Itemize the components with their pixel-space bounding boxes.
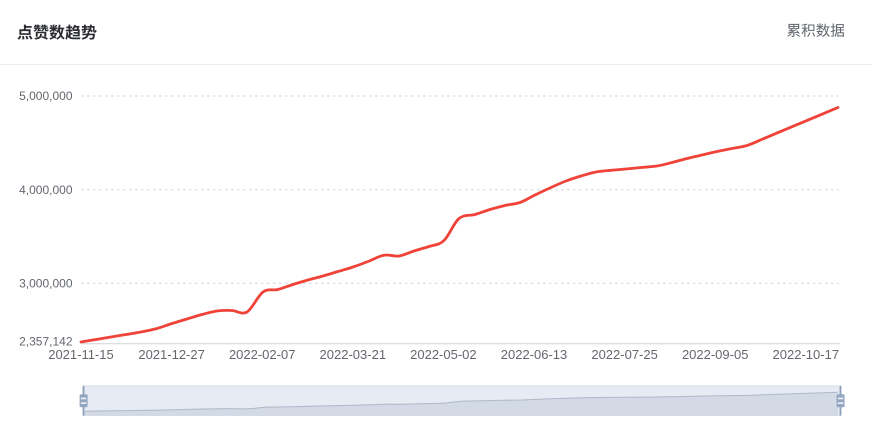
- svg-text:3,000,000: 3,000,000: [19, 277, 73, 291]
- svg-text:2022-10-17: 2022-10-17: [773, 347, 840, 362]
- svg-text:2022-03-21: 2022-03-21: [320, 347, 387, 362]
- svg-text:4,000,000: 4,000,000: [19, 183, 73, 197]
- svg-text:2022-02-07: 2022-02-07: [229, 347, 296, 362]
- svg-text:5,000,000: 5,000,000: [19, 89, 73, 103]
- svg-text:2021-12-27: 2021-12-27: [138, 347, 205, 362]
- svg-text:2022-06-13: 2022-06-13: [501, 347, 568, 362]
- svg-text:2022-05-02: 2022-05-02: [410, 347, 477, 362]
- svg-text:2,357,142: 2,357,142: [19, 335, 73, 349]
- svg-text:2021-11-15: 2021-11-15: [48, 347, 114, 362]
- svg-text:2022-07-25: 2022-07-25: [591, 347, 658, 362]
- svg-text:2022-09-05: 2022-09-05: [682, 347, 749, 362]
